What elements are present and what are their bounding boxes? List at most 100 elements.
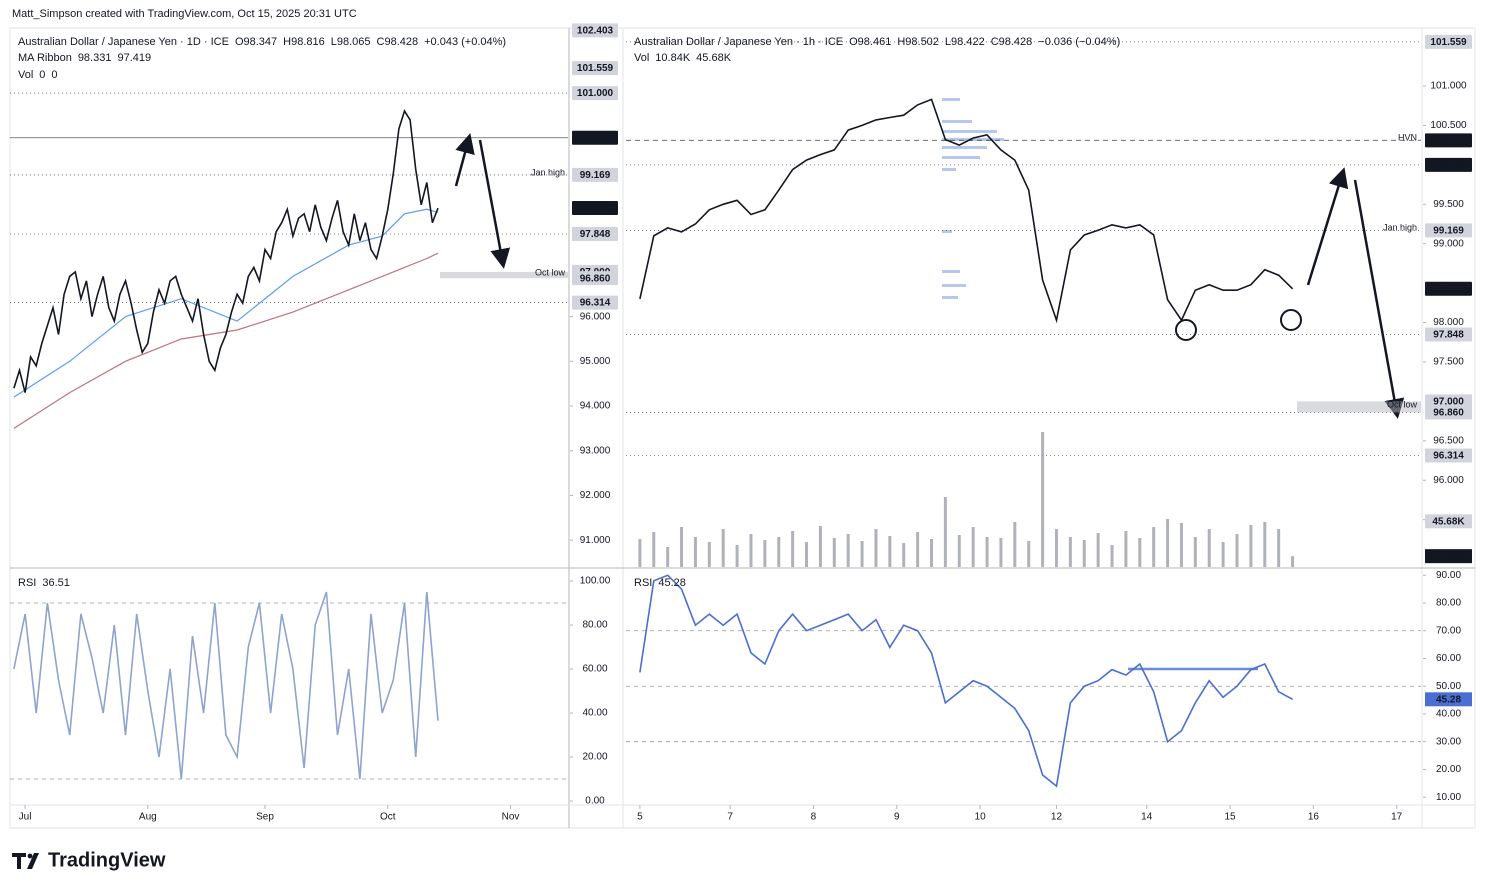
price-tag-label: 101.559 xyxy=(1430,37,1467,48)
price-tag xyxy=(572,86,618,101)
volume-bar xyxy=(735,545,739,567)
volume-bar xyxy=(1138,538,1142,567)
y-tick-label: 96.000 xyxy=(580,311,611,322)
y-tick-label: 98.000 xyxy=(1433,317,1464,328)
y-tick-label: 99.500 xyxy=(1433,199,1464,210)
profile-bar xyxy=(942,130,997,133)
circle xyxy=(1175,319,1197,341)
y-tick-label: 80.00 xyxy=(582,620,607,631)
x-tick-label: 14 xyxy=(1141,812,1153,823)
volume-bar xyxy=(1068,537,1072,567)
volume-profile xyxy=(942,98,1004,299)
x-tick-label: 17 xyxy=(1391,812,1403,823)
volume-bar xyxy=(721,529,725,567)
legend-text: Vol xyxy=(18,69,33,81)
volume-bar xyxy=(1124,531,1128,567)
profile-bar xyxy=(942,284,966,287)
rsi-tag xyxy=(1425,692,1472,707)
rsi-name: RSI xyxy=(18,577,36,589)
y-tick-label: 101.000 xyxy=(1430,81,1467,92)
y-tick-label: 99.000 xyxy=(1433,238,1464,249)
y-tick-label: 60.00 xyxy=(1436,653,1461,664)
legend-text: C98.428 xyxy=(991,36,1033,48)
volume-bar xyxy=(1041,432,1045,567)
volume-bar xyxy=(693,537,697,567)
legend-text: O98.347 xyxy=(235,36,277,48)
arrow xyxy=(1306,167,1349,286)
volume-bar xyxy=(1277,529,1281,567)
volume-bar xyxy=(930,539,934,567)
volume-bar xyxy=(805,542,809,567)
volume-bar xyxy=(860,541,864,567)
x-tick-label: 10 xyxy=(975,812,987,823)
y-tick-label: 91.000 xyxy=(580,535,611,546)
volume-bar xyxy=(846,534,850,567)
brand-name: TradingView xyxy=(48,849,166,871)
legend-text: MA Ribbon xyxy=(18,52,72,64)
y-tick-label: 96.000 xyxy=(1433,475,1464,486)
price-tag xyxy=(1425,34,1472,49)
x-tick-label: Sep xyxy=(256,812,274,823)
profile-bar xyxy=(942,146,987,149)
y-tick-label: 10.00 xyxy=(1436,792,1461,803)
legend-text: H98.502 xyxy=(897,36,939,48)
logo xyxy=(12,853,39,869)
volume-bar xyxy=(777,537,781,567)
profile-bar xyxy=(942,270,960,273)
profile-bar xyxy=(942,156,980,159)
volume-bar xyxy=(1152,527,1156,567)
y-tick-label: 0.00 xyxy=(585,796,605,807)
price-tag-label: 100.311 xyxy=(1431,135,1467,146)
price-tag xyxy=(1425,281,1472,296)
volume-bar xyxy=(666,547,670,567)
volume-bar xyxy=(1166,519,1170,567)
legend-text: 97.419 xyxy=(117,52,151,64)
price-tag xyxy=(1425,133,1472,148)
price-tag-label: 97.000 xyxy=(1433,397,1464,408)
ma-line xyxy=(13,252,439,429)
price-tag xyxy=(1425,394,1472,409)
price-tag-label: 96.314 xyxy=(1433,451,1464,462)
legend-text: L98.422 xyxy=(945,36,985,48)
price-tag-label: 96.860 xyxy=(1433,408,1464,419)
volume-bar xyxy=(1110,545,1114,567)
volume-bar xyxy=(957,535,961,567)
y-tick-label: 96.500 xyxy=(1433,435,1464,446)
volume-bar xyxy=(1082,540,1086,567)
volume-bar xyxy=(874,529,878,567)
volume-bar xyxy=(1013,522,1017,567)
legend-text: +0.043 (+0.04%) xyxy=(424,36,506,48)
y-tick-label: 80.00 xyxy=(1436,598,1461,609)
volume-bar xyxy=(1249,525,1253,567)
y-tick-label: 30.00 xyxy=(1436,736,1461,747)
price-tag-label: 102.403 xyxy=(577,25,614,36)
volume-tag-label: 10.84K xyxy=(1432,551,1465,562)
volume-bar xyxy=(680,527,684,567)
arrow xyxy=(478,139,511,269)
volume-bar xyxy=(749,534,753,567)
legend-text: Australian Dollar / Japanese Yen · 1D · … xyxy=(18,36,229,48)
volume-bar xyxy=(971,527,975,567)
price-tag-label: 99.169 xyxy=(1433,226,1464,237)
volume-bar xyxy=(818,526,822,567)
y-tick-label: 100.00 xyxy=(580,576,611,587)
arrow xyxy=(1353,179,1405,419)
volume-bar xyxy=(1193,537,1197,567)
price-tag xyxy=(572,226,618,241)
legend-text: Australian Dollar / Japanese Yen · 1h · … xyxy=(634,36,843,48)
annotation: HVN xyxy=(1398,133,1417,143)
price-axis: 91.000 92.000 93.000 94.000 95.000 96.000 xyxy=(570,311,611,546)
volume-bar xyxy=(985,537,989,567)
y-tick-label: 20.00 xyxy=(582,752,607,763)
profile-bar xyxy=(942,120,972,123)
rsi-line xyxy=(13,591,439,780)
price-tag xyxy=(572,130,618,145)
price-tag xyxy=(572,271,618,286)
price-tag-label: 97.848 xyxy=(1433,330,1464,341)
volume-bar xyxy=(1096,533,1100,567)
legend-text: 45.68K xyxy=(696,52,732,64)
annotation: Oct low xyxy=(535,267,566,277)
annotation: Jan high xyxy=(531,167,565,177)
circle xyxy=(1280,309,1302,331)
